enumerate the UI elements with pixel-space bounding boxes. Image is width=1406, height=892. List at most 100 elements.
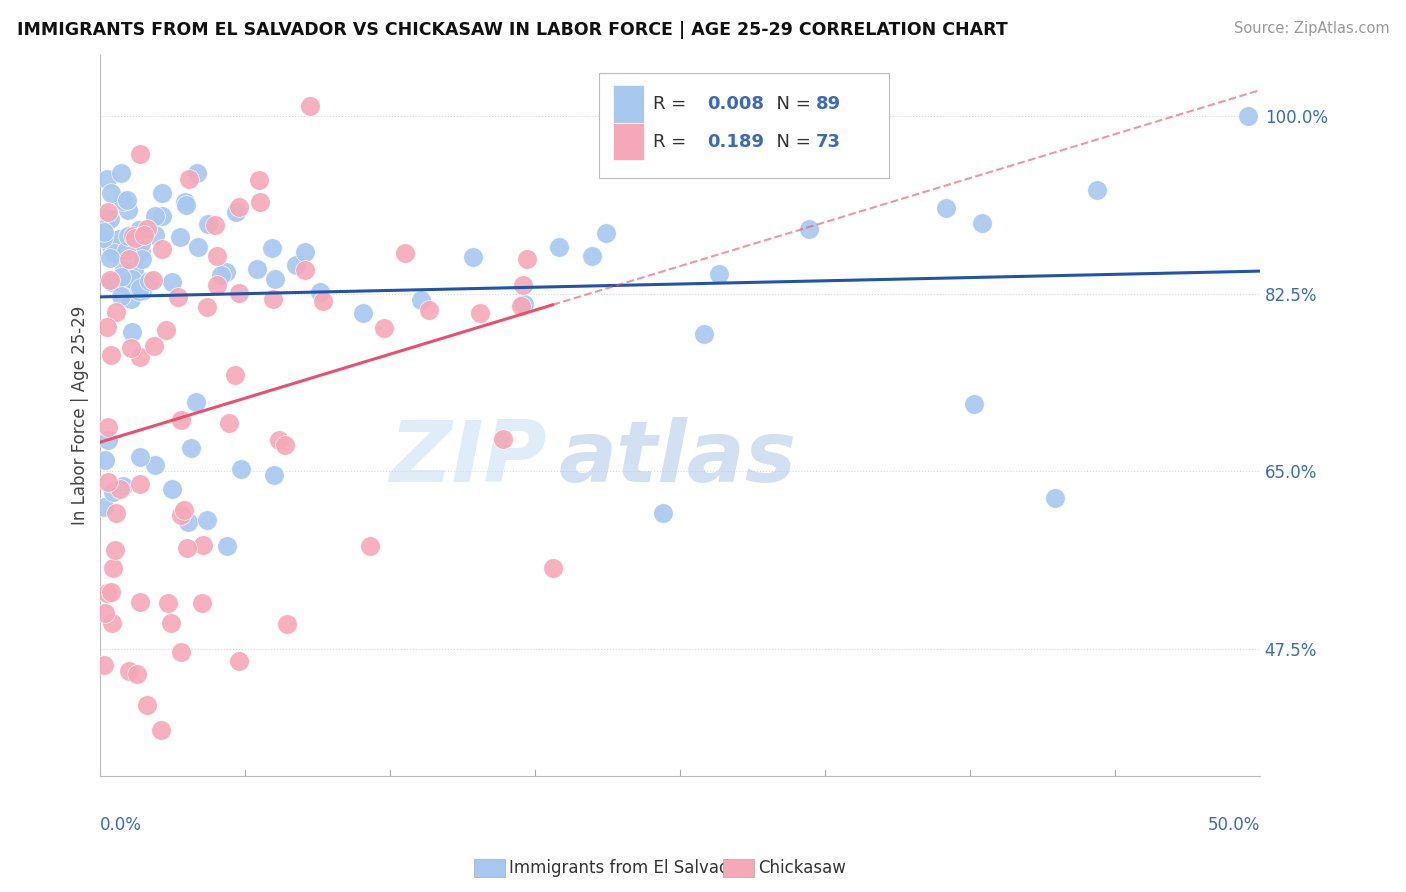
Point <box>105 305 128 319</box>
Point <box>129 244 152 259</box>
Point <box>131 252 153 266</box>
Point <box>152 242 174 256</box>
Point <box>224 368 246 382</box>
Point <box>186 166 208 180</box>
Text: N =: N = <box>765 133 817 151</box>
Point <box>97 433 120 447</box>
Point <box>100 616 122 631</box>
Point <box>217 539 239 553</box>
Point <box>91 231 114 245</box>
Point <box>180 442 202 456</box>
Point <box>174 194 197 209</box>
Point <box>100 186 122 200</box>
Point <box>972 216 994 230</box>
Point <box>595 226 617 240</box>
Text: 73: 73 <box>815 133 841 151</box>
Text: 50.0%: 50.0% <box>1208 816 1260 834</box>
Point <box>162 482 184 496</box>
Point <box>135 698 157 712</box>
Point <box>207 248 229 262</box>
Point <box>118 252 141 266</box>
Y-axis label: In Labor Force | Age 25-29: In Labor Force | Age 25-29 <box>72 306 89 525</box>
Point <box>94 218 117 232</box>
Point <box>98 273 121 287</box>
Point <box>418 303 440 318</box>
Text: 89: 89 <box>815 95 841 113</box>
Text: IMMIGRANTS FROM EL SALVADOR VS CHICKASAW IN LABOR FORCE | AGE 25-29 CORRELATION : IMMIGRANTS FROM EL SALVADOR VS CHICKASAW… <box>17 21 1008 38</box>
Point <box>100 348 122 362</box>
Text: R =: R = <box>654 95 692 113</box>
FancyBboxPatch shape <box>613 86 644 123</box>
Point <box>463 250 485 264</box>
Point <box>373 321 395 335</box>
Point <box>309 285 332 300</box>
Point <box>269 433 291 447</box>
Point <box>122 262 145 277</box>
Point <box>120 292 142 306</box>
Point <box>274 438 297 452</box>
Point <box>128 450 150 464</box>
Point <box>121 228 143 243</box>
Point <box>229 461 252 475</box>
Point <box>264 272 287 286</box>
Point <box>352 306 374 320</box>
Point <box>93 657 115 672</box>
Text: Chickasaw: Chickasaw <box>758 859 846 877</box>
Point <box>225 205 247 219</box>
Point <box>103 246 125 260</box>
Point <box>121 271 143 285</box>
Point <box>96 320 118 334</box>
Point <box>247 173 270 187</box>
Point <box>228 200 250 214</box>
Text: Immigrants from El Salvador: Immigrants from El Salvador <box>509 859 747 877</box>
Point <box>1237 109 1260 123</box>
Point <box>294 245 316 260</box>
Point <box>128 223 150 237</box>
Point <box>128 284 150 298</box>
Point <box>191 596 214 610</box>
Point <box>209 268 232 282</box>
Point <box>125 667 148 681</box>
Point <box>155 323 177 337</box>
Point <box>652 506 675 520</box>
Point <box>228 286 250 301</box>
Point <box>112 479 135 493</box>
Point <box>195 513 218 527</box>
Point <box>468 306 491 320</box>
Point <box>129 477 152 491</box>
Point <box>512 278 534 293</box>
Point <box>100 252 122 266</box>
Point <box>150 209 173 223</box>
Text: atlas: atlas <box>558 417 796 500</box>
Point <box>121 325 143 339</box>
Point <box>263 467 285 482</box>
Point <box>205 277 228 292</box>
Point <box>492 432 515 446</box>
Point <box>111 194 134 208</box>
FancyBboxPatch shape <box>599 73 889 178</box>
Text: ZIP: ZIP <box>389 417 547 500</box>
Text: 0.189: 0.189 <box>707 133 763 151</box>
Point <box>693 327 716 342</box>
Point <box>115 193 138 207</box>
Point <box>108 232 131 246</box>
Point <box>110 166 132 180</box>
Point <box>94 606 117 620</box>
Point <box>284 259 307 273</box>
Point <box>104 543 127 558</box>
Point <box>1045 491 1067 505</box>
Point <box>935 201 957 215</box>
Point <box>128 147 150 161</box>
Point <box>112 261 135 276</box>
Point <box>129 281 152 295</box>
Point <box>170 412 193 426</box>
Point <box>176 541 198 555</box>
Point <box>160 616 183 631</box>
Point <box>294 263 316 277</box>
Point <box>131 284 153 298</box>
Point <box>513 297 536 311</box>
Point <box>262 292 284 306</box>
Point <box>246 261 269 276</box>
Point <box>100 585 122 599</box>
Point <box>215 265 238 279</box>
